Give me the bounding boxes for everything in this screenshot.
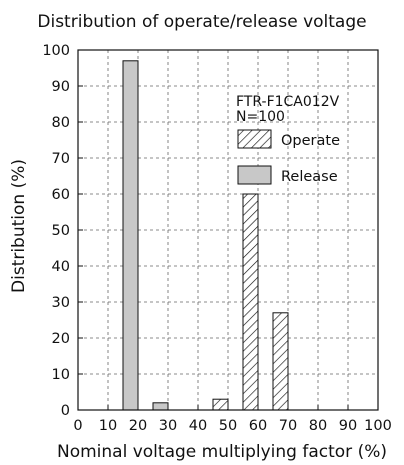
y-axis-label: Distribution (%)	[9, 159, 29, 293]
y-tick-label: 90	[52, 79, 70, 95]
y-tick-label: 100	[42, 43, 70, 59]
y-tick-label: 0	[61, 403, 70, 419]
x-tick-label: 20	[129, 418, 147, 434]
y-tick-label: 20	[52, 331, 70, 347]
x-tick-label: 30	[159, 418, 177, 434]
operate-bar	[212, 398, 229, 411]
release-bar	[122, 60, 139, 411]
model-annotation: FTR-F1CA012V	[236, 94, 340, 110]
x-axis-label: Nominal voltage multiplying factor (%)	[57, 442, 387, 462]
x-tick-label: 80	[309, 418, 327, 434]
legend-swatch-release	[237, 165, 272, 185]
y-tick-label: 40	[52, 259, 70, 275]
operate-bar	[272, 312, 289, 411]
x-tick-label: 60	[249, 418, 267, 434]
bars-layer	[122, 60, 289, 411]
operate-bar	[242, 193, 259, 411]
x-tick-label: 0	[73, 418, 82, 434]
y-tick-label: 10	[52, 367, 70, 383]
y-tick-label: 30	[52, 295, 70, 311]
release-bar	[152, 402, 169, 411]
legend-label-release: Release	[281, 169, 338, 185]
x-tick-label: 40	[189, 418, 207, 434]
x-tick-label: 50	[219, 418, 237, 434]
y-tick-label: 60	[52, 187, 70, 203]
y-tick-label: 70	[52, 151, 70, 167]
x-tick-label: 100	[364, 418, 392, 434]
x-tick-label: 90	[339, 418, 357, 434]
x-tick-label: 70	[279, 418, 297, 434]
x-tick-label: 10	[99, 418, 117, 434]
legend-swatch-operate	[237, 129, 272, 149]
y-tick-label: 50	[52, 223, 70, 239]
chart-title: Distribution of operate/release voltage	[37, 12, 366, 32]
y-tick-label: 80	[52, 115, 70, 131]
ticks-layer: 0 10 20 30 40 50 60 70 80 90 100 0 10 20 30 40 50 60 70 80 9…	[42, 43, 392, 434]
sample-size-annotation: N=100	[236, 109, 285, 125]
legend-label-operate: Operate	[281, 133, 340, 149]
